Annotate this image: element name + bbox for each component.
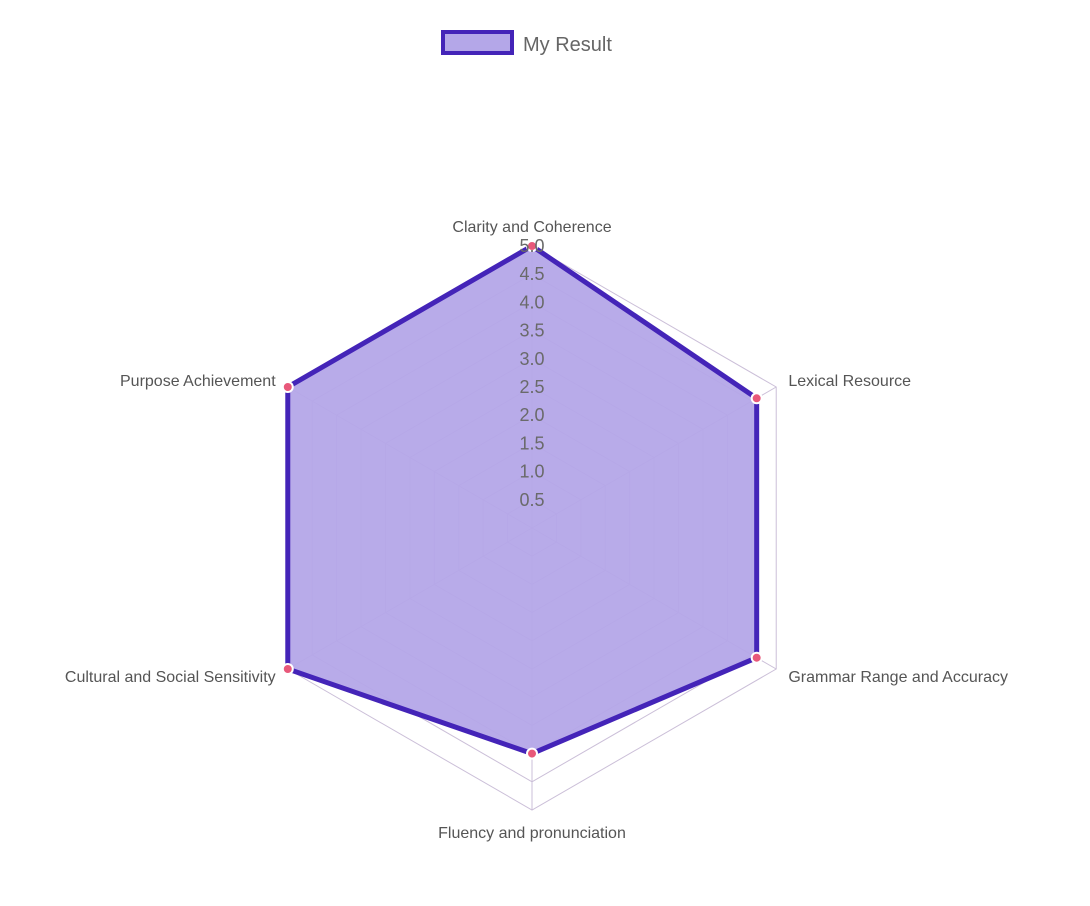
data-point[interactable] bbox=[281, 663, 294, 675]
data-point[interactable] bbox=[750, 392, 763, 405]
data-point[interactable] bbox=[281, 381, 294, 393]
axis-label: Fluency and pronunciation bbox=[438, 825, 626, 842]
axis-label: Purpose Achievement bbox=[120, 373, 276, 390]
tick-label: 1.0 bbox=[519, 462, 544, 482]
axis-label: Clarity and Coherence bbox=[452, 219, 611, 236]
tick-label: 1.5 bbox=[519, 433, 544, 453]
data-point[interactable] bbox=[750, 651, 763, 664]
legend[interactable]: My Result bbox=[441, 30, 612, 56]
dataset-my-result bbox=[281, 240, 763, 760]
tick-label: 5.0 bbox=[519, 236, 544, 256]
tick-label: 3.0 bbox=[519, 349, 544, 369]
axis-label: Grammar Range and Accuracy bbox=[788, 669, 1008, 686]
axis-label: Lexical Resource bbox=[788, 373, 911, 390]
axis-labels: Clarity and Coherence Lexical Resource Gra… bbox=[65, 219, 1008, 842]
tick-label: 0.5 bbox=[519, 490, 544, 510]
legend-swatch[interactable] bbox=[441, 30, 514, 55]
data-point[interactable] bbox=[526, 747, 538, 760]
tick-label: 4.5 bbox=[519, 264, 544, 284]
data-point[interactable] bbox=[526, 240, 538, 252]
tick-labels: 0.5 1.0 1.5 2.0 2.5 3.0 3.5 4.0 4.5 5.0 bbox=[519, 236, 544, 510]
tick-label: 2.5 bbox=[519, 377, 544, 397]
tick-label: 4.0 bbox=[519, 292, 544, 312]
legend-label[interactable]: My Result bbox=[523, 34, 612, 56]
tick-label: 3.5 bbox=[519, 321, 544, 341]
axis-label: Cultural and Social Sensitivity bbox=[65, 669, 276, 686]
tick-label: 2.0 bbox=[519, 405, 544, 425]
